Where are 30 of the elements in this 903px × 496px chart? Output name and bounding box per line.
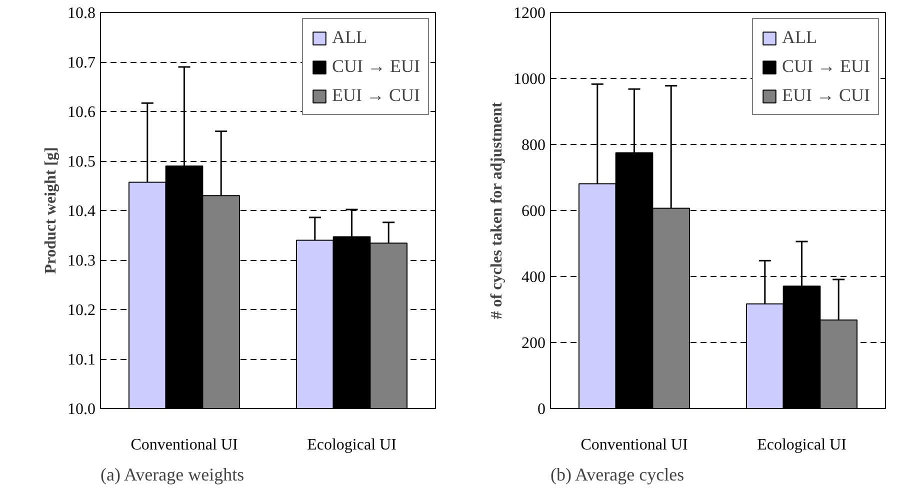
y-tick-label: 10.2	[68, 302, 96, 319]
y-tick-label: 0	[538, 401, 546, 418]
y-tick-label: 1200	[514, 5, 546, 22]
y-axis-title: Product weight [g]	[42, 147, 60, 274]
y-axis-title: # of cycles taken for adjustment	[488, 101, 506, 320]
legend-label: EUI → CUI	[332, 85, 420, 106]
y-tick-label: 10.3	[68, 252, 96, 270]
y-tick-label: 10.4	[68, 203, 96, 220]
x-tick-label: Ecological UI	[307, 436, 396, 454]
legend-label: ALL	[782, 27, 817, 48]
legend-label: ALL	[332, 27, 367, 48]
legend-label: EUI → CUI	[782, 85, 870, 106]
y-tick-label: 10.6	[68, 104, 96, 121]
x-tick-label: Conventional UI	[580, 436, 688, 454]
y-tick-label: 10.1	[68, 352, 96, 368]
y-tick-label: 10.5	[68, 154, 96, 170]
y-tick-label: 10.7	[68, 54, 96, 72]
x-tick-label: Ecological UI	[757, 436, 846, 454]
legend-label: CUI → EUI	[782, 56, 870, 77]
y-tick-label: 200	[522, 335, 546, 352]
legend-label: CUI → EUI	[332, 56, 420, 77]
y-tick-label: 400	[522, 269, 546, 286]
y-tick-label: 1000	[514, 71, 546, 88]
y-tick-label: 800	[522, 137, 546, 154]
y-tick-label: 600	[522, 203, 546, 220]
x-tick-label: Conventional UI	[130, 436, 238, 454]
text: (a) Average weights	[100, 464, 244, 484]
y-tick-label: 10.0	[68, 401, 96, 418]
text: (b) Average cycles	[550, 464, 684, 484]
y-tick-label: 10.8	[68, 5, 96, 22]
